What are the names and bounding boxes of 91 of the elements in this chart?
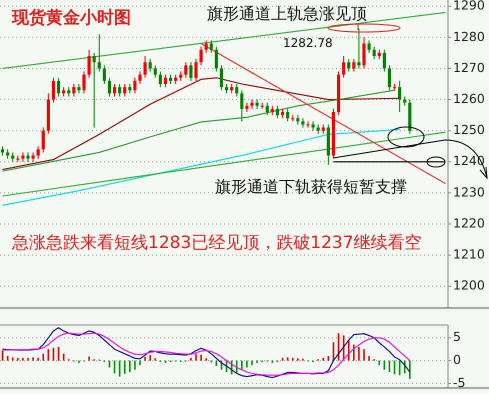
annotation: 急涨急跌来看短线1283已经见顶，跌破1237继续看空	[11, 233, 422, 253]
line-series	[2, 77, 400, 170]
candlestick	[220, 64, 224, 91]
candlestick	[250, 99, 254, 110]
candlestick	[164, 74, 168, 88]
y-tick-label: 1230	[453, 184, 485, 200]
candlestick	[230, 84, 234, 94]
candlestick	[62, 86, 66, 97]
y-tick-label: 1220	[453, 215, 485, 230]
candlestick	[204, 40, 208, 54]
candlestick	[128, 84, 132, 94]
line-series	[2, 327, 410, 378]
candlestick	[36, 146, 40, 160]
candlestick	[123, 84, 126, 97]
candlestick	[378, 49, 381, 60]
candlestick	[0, 146, 4, 156]
candlestick	[88, 49, 91, 78]
candlestick	[174, 74, 178, 84]
candlestick	[301, 118, 304, 128]
y-tick-label: 1200	[453, 278, 485, 293]
y-tick-label: 1210	[453, 246, 485, 262]
candlestick	[26, 152, 30, 162]
candlestick	[382, 49, 386, 72]
candlestick	[67, 86, 70, 97]
candlestick	[148, 58, 152, 72]
candlestick	[144, 56, 147, 78]
candlestick	[6, 148, 10, 160]
candlestick	[256, 99, 259, 110]
candlestick	[21, 152, 24, 162]
y-tick-label: 1280	[453, 28, 485, 44]
candlestick	[403, 96, 406, 106]
candlestick	[72, 84, 76, 97]
candlestick	[11, 152, 14, 162]
candlestick	[194, 58, 198, 82]
candlestick	[224, 84, 228, 94]
candlestick	[168, 74, 172, 84]
y-tick-label: 1250	[453, 122, 485, 138]
candlestick	[245, 102, 248, 112]
text: 现货黄金小时图	[11, 8, 131, 28]
candlestick	[154, 64, 157, 78]
candlestick	[372, 46, 376, 60]
candlestick	[368, 40, 371, 54]
candlestick	[240, 90, 244, 122]
candlestick	[235, 84, 238, 97]
candlestick	[214, 46, 218, 72]
candlestick	[388, 64, 392, 91]
candlestick	[286, 108, 290, 122]
candlestick	[316, 124, 320, 134]
candlestick	[52, 77, 56, 104]
candlestick	[280, 108, 284, 119]
candlestick	[56, 77, 60, 97]
candlestick	[112, 84, 116, 97]
candlestick	[42, 127, 45, 153]
candlestick	[133, 77, 136, 94]
y-tick-label: 1290	[453, 0, 485, 13]
candlestick	[266, 102, 269, 116]
candlestick	[200, 46, 203, 66]
candlestick	[312, 120, 315, 132]
line-series	[2, 332, 410, 376]
candlestick	[108, 77, 112, 97]
candlestick	[342, 56, 346, 78]
candlestick	[347, 58, 350, 72]
candlestick	[77, 84, 80, 94]
candlestick	[118, 84, 122, 97]
candlestick	[158, 71, 162, 88]
annotation: 旗形通道上轨急涨见顶	[207, 4, 367, 23]
candlestick	[210, 40, 213, 54]
candlestick	[184, 62, 188, 78]
candlestick	[98, 34, 101, 72]
y-tick-label: 5	[453, 329, 461, 344]
annotation: 1282.78	[283, 36, 333, 50]
candlestick	[32, 152, 35, 162]
candlestick	[82, 71, 86, 94]
y-tick-label: 1260	[453, 90, 485, 106]
candlestick	[322, 124, 325, 134]
candlestick	[296, 114, 300, 125]
candlestick	[276, 105, 280, 119]
annotation: 旗形通道下轨获得短暂支撑	[215, 177, 407, 196]
y-tick-label: -5	[453, 374, 466, 390]
line-series	[2, 90, 396, 172]
candlestick	[270, 105, 274, 116]
y-tick-label: 1270	[453, 60, 485, 75]
candlestick	[189, 62, 192, 82]
candlestick	[179, 71, 182, 82]
candlestick	[92, 52, 96, 128]
candlestick	[138, 71, 142, 84]
candlestick	[362, 36, 366, 69]
candlestick	[102, 64, 106, 84]
candlestick	[398, 80, 402, 112]
candlestick	[352, 58, 356, 72]
y-tick-label: 0	[453, 352, 461, 368]
